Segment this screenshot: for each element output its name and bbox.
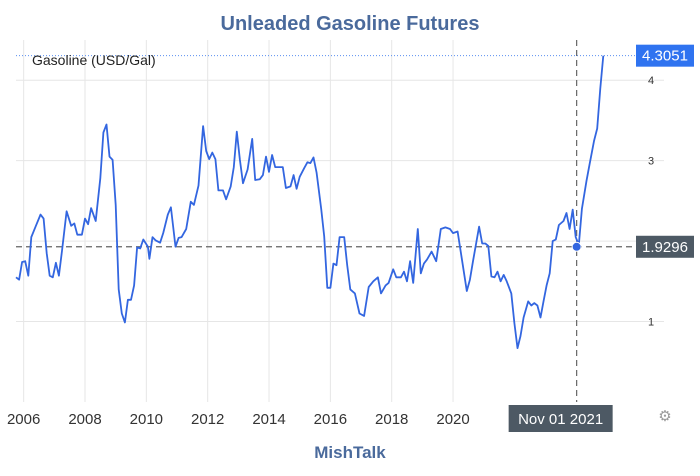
series-line — [15, 55, 605, 349]
x-tick-label: 2006 — [7, 411, 40, 428]
gear-icon[interactable]: ⚙ — [658, 408, 672, 425]
x-tick-label: 2012 — [191, 411, 224, 428]
last-value-badge — [636, 44, 694, 67]
y-tick-label: 1 — [648, 317, 654, 329]
y-tick-label: 3 — [648, 156, 654, 168]
x-tick-label: 2016 — [314, 411, 347, 428]
crosshair-point — [571, 241, 582, 252]
crosshair-x-text: Nov 01 2021 — [518, 411, 603, 428]
crosshair-y-text: 1.9296 — [642, 239, 688, 256]
legend-label: Gasoline (USD/Gal) — [32, 52, 156, 68]
last-value-text: 4.3051 — [642, 48, 688, 65]
source-label: MishTalk — [314, 443, 386, 462]
y-tick-label: 4 — [648, 75, 654, 87]
x-tick-label: 2014 — [252, 411, 285, 428]
chart-title: Unleaded Gasoline Futures — [220, 13, 480, 35]
x-tick-label: 2020 — [436, 411, 469, 428]
x-tick-label: 2010 — [130, 411, 163, 428]
crosshair-y-badge — [636, 235, 694, 258]
crosshair-x-badge — [508, 405, 613, 432]
x-tick-label: 2008 — [68, 411, 101, 428]
x-tick-label: 2018 — [375, 411, 408, 428]
